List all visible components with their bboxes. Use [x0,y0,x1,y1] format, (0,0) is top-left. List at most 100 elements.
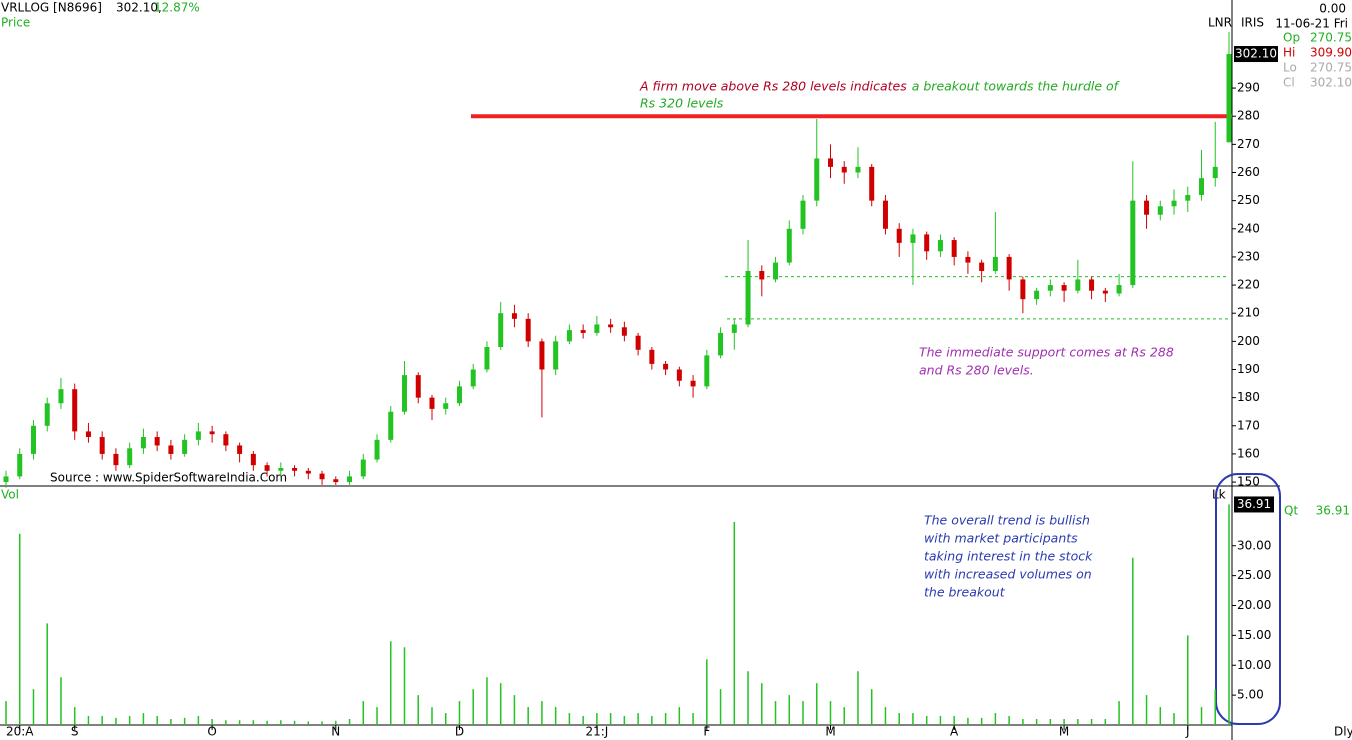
candle-body [594,324,600,333]
y-tick-label: 250 [1237,193,1260,207]
candle-body [539,341,545,370]
candle-body [566,330,572,342]
y-tick-label: 170 [1237,418,1260,432]
candle-body [17,453,23,477]
candle-body [278,467,284,471]
info-value: 309.90 [1310,46,1352,60]
price-label: Price [1,16,30,30]
iris: IRIS [1241,16,1264,30]
y-tick-label: 260 [1237,165,1260,179]
candle-body [250,453,256,466]
x-tick-label: M [825,725,835,739]
x-tick-label: N [331,725,340,739]
qt: Qt [1284,504,1298,518]
info-value: 302.10 [1310,76,1352,90]
info-label: Hi [1283,46,1295,60]
candle-body [992,256,998,272]
candle-body [525,318,531,342]
candle-body [1047,285,1053,291]
annotation-green: a breakout towards the hurdle of [912,79,1120,94]
candle-body [99,437,105,454]
x-tick-label: F [703,725,710,739]
candle-body [1185,195,1191,201]
annotation-green: Rs 320 levels [640,96,724,111]
candle-body [759,271,765,280]
change: 12.87% [154,1,200,15]
info-value: 270.75 [1310,31,1352,45]
candle-body [443,403,449,409]
candle-body [910,234,916,243]
y-tick-label: 10.00 [1237,658,1271,672]
candle-body [1144,200,1150,215]
y-tick-label: 15.00 [1237,628,1271,642]
annotation-support: The immediate support comes at Rs 288 [919,345,1174,360]
x-tick-label: J [1185,725,1190,739]
x-tick-label: S [71,725,79,739]
candle-body [690,380,696,387]
candle-body [1157,206,1163,215]
info-label: Lo [1283,61,1297,75]
info-value: 0.00 [1319,2,1346,16]
annotation-volume: the breakout [924,585,1006,600]
candle-body [800,200,806,229]
info-date: 11-06-21 Fri [1275,17,1348,31]
y-tick-label: 280 [1237,109,1260,123]
candle-body [649,349,655,364]
candle-body [965,256,971,263]
last-volume-label: 36.91 [1237,497,1271,511]
candle-body [869,166,875,201]
candle-body [30,425,36,454]
candle-body [1171,200,1177,207]
candle-body [676,369,682,381]
y-tick-label: 220 [1237,278,1260,292]
last-price: 302.10, [116,1,162,15]
candle-body [511,313,517,319]
candle-body [456,386,462,404]
candle-body [305,470,311,474]
last-price-label: 302.10 [1235,47,1277,61]
candle-body [415,375,421,398]
candle-body [347,476,353,483]
candle-body [773,262,779,280]
candle-body [924,234,930,252]
y-tick-label: 270 [1237,137,1260,151]
candle-body [621,327,627,336]
candle-body [745,271,751,325]
lnr: LNR [1208,16,1232,30]
last-volume-box [1234,496,1274,513]
candle-body [484,346,490,370]
source: Source : www.SpiderSoftwareIndia.Com [50,471,287,485]
candle-body [168,445,174,454]
candle-body [1075,279,1081,291]
candle-body [140,437,146,449]
candle-body [1089,279,1095,291]
y-tick-label: 25.00 [1237,568,1271,582]
candle-body [3,476,9,483]
candle-body [1130,200,1136,286]
candle-body [1006,256,1012,280]
lk: Lk [1212,488,1226,502]
x-tick-label: 21:J [585,725,608,739]
vol-label: Vol [1,488,19,502]
symbol: VRLLOG [N8696] [1,1,102,15]
y-tick-label: 180 [1237,390,1260,404]
info-label: Op [1283,31,1300,45]
candle-body [209,431,215,435]
y-tick-label: 290 [1237,81,1260,95]
candle-body [182,439,188,454]
candle-body [195,431,201,440]
candle-body [58,389,64,404]
candle-body [72,389,78,432]
candle-body [402,375,408,412]
candle-body [841,166,847,173]
candle-body [264,465,270,471]
candle-body [635,335,641,350]
candle-body [979,262,985,272]
candle-body [113,453,119,466]
candle-body [951,240,957,257]
x-tick-label: 20:A [6,725,34,739]
candle-body [374,439,380,460]
candle-body [731,324,737,333]
